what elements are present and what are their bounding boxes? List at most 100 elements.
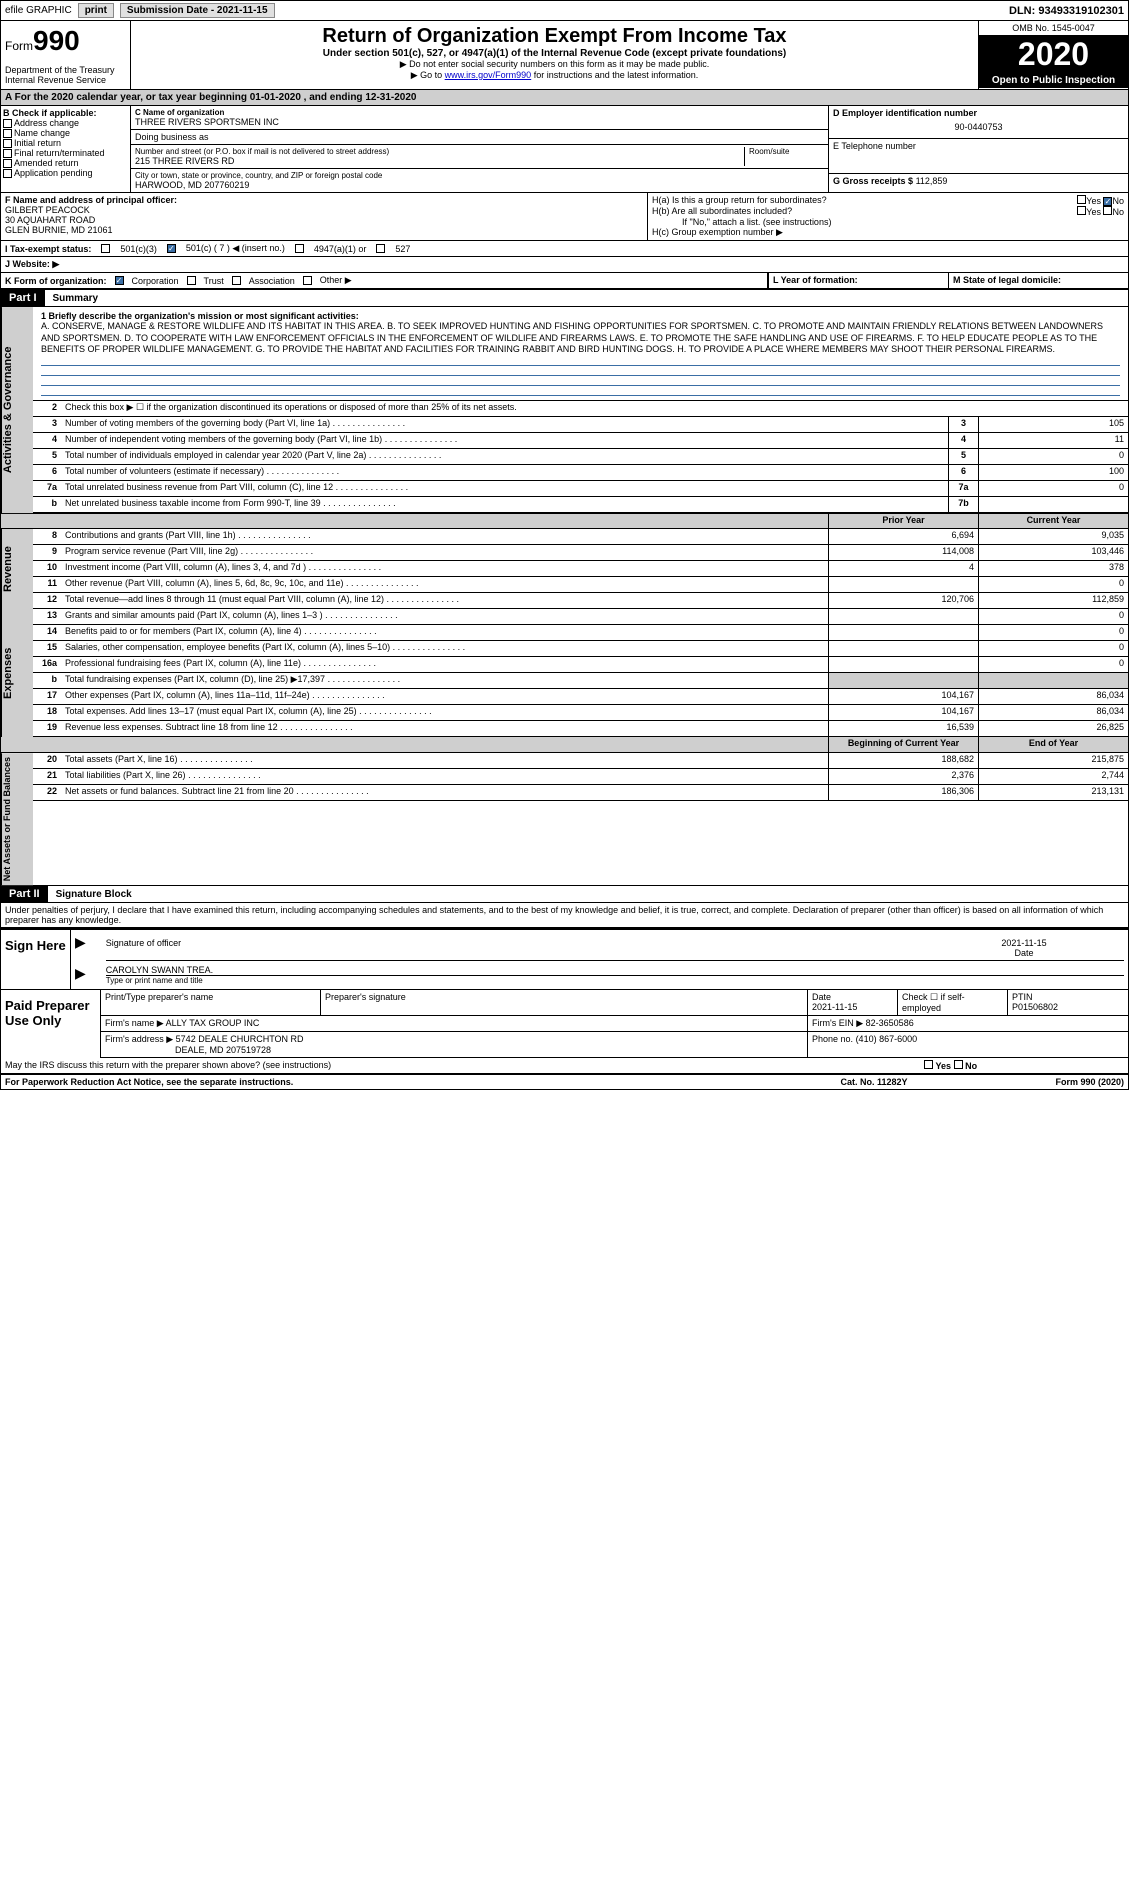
part2-title: Signature Block bbox=[48, 889, 132, 900]
line-box: 7a bbox=[948, 481, 978, 496]
chk-527[interactable] bbox=[376, 244, 385, 253]
addr-label: Number and street (or P.O. box if mail i… bbox=[135, 147, 744, 156]
revenue-header: Prior Year Current Year bbox=[1, 513, 1128, 529]
irs-link[interactable]: www.irs.gov/Form990 bbox=[445, 70, 532, 80]
line-prior: 188,682 bbox=[828, 753, 978, 768]
city: HARWOOD, MD 207760219 bbox=[135, 180, 824, 190]
line-current: 215,875 bbox=[978, 753, 1128, 768]
lbl-other: Other ▶ bbox=[320, 275, 352, 286]
open-public: Open to Public Inspection bbox=[979, 73, 1128, 88]
lbl-final: Final return/terminated bbox=[14, 148, 105, 158]
dln-label: DLN: 93493319102301 bbox=[1009, 5, 1124, 17]
line-row: 19 Revenue less expenses. Subtract line … bbox=[33, 721, 1128, 737]
line-prior: 4 bbox=[828, 561, 978, 576]
current-header: Current Year bbox=[978, 514, 1128, 528]
subtitle: Under section 501(c), 527, or 4947(a)(1)… bbox=[135, 48, 974, 59]
line-desc: Contributions and grants (Part VIII, lin… bbox=[61, 529, 828, 544]
perjury-text: Under penalties of perjury, I declare th… bbox=[1, 903, 1128, 928]
chk-assoc[interactable] bbox=[232, 276, 241, 285]
line-desc: Total number of volunteers (estimate if … bbox=[61, 465, 948, 480]
i-label: I Tax-exempt status: bbox=[5, 244, 91, 254]
line-num: 17 bbox=[33, 689, 61, 704]
activities-section: Activities & Governance 1 Briefly descri… bbox=[1, 307, 1128, 513]
discuss-yes[interactable] bbox=[924, 1060, 933, 1069]
line-num: 15 bbox=[33, 641, 61, 656]
hb-note: If "No," attach a list. (see instruction… bbox=[652, 217, 1124, 227]
chk-corp[interactable]: ✓ bbox=[115, 276, 124, 285]
line-box: 3 bbox=[948, 417, 978, 432]
line-box: 6 bbox=[948, 465, 978, 480]
gross-label: G Gross receipts $ bbox=[833, 176, 913, 186]
form-footer: Form 990 (2020) bbox=[974, 1077, 1124, 1087]
prep-date: 2021-11-15 bbox=[812, 1002, 893, 1012]
chk-pending[interactable] bbox=[3, 169, 12, 178]
form-number-cell: Form990 Department of the Treasury Inter… bbox=[1, 21, 131, 89]
line-current: 0 bbox=[978, 609, 1128, 624]
chk-trust[interactable] bbox=[187, 276, 196, 285]
arrow-icon: ▶ bbox=[75, 934, 86, 965]
lbl-address: Address change bbox=[14, 118, 79, 128]
line-current: 86,034 bbox=[978, 689, 1128, 704]
submission-date-button[interactable]: Submission Date - 2021-11-15 bbox=[120, 3, 275, 18]
section-klm: K Form of organization: ✓Corporation Tru… bbox=[1, 273, 1128, 289]
end-header: End of Year bbox=[978, 737, 1128, 752]
blue-line bbox=[41, 366, 1120, 376]
line-desc: Investment income (Part VIII, column (A)… bbox=[61, 561, 828, 576]
line-row: 12 Total revenue—add lines 8 through 11 … bbox=[33, 593, 1128, 609]
part1-title: Summary bbox=[45, 293, 99, 304]
chk-501c3[interactable] bbox=[101, 244, 110, 253]
print-button[interactable]: print bbox=[78, 3, 114, 18]
discuss-label: May the IRS discuss this return with the… bbox=[5, 1060, 924, 1071]
sig-date: 2021-11-15 bbox=[924, 938, 1124, 948]
lbl-amended: Amended return bbox=[14, 158, 79, 168]
chk-final[interactable] bbox=[3, 149, 12, 158]
line-desc: Program service revenue (Part VIII, line… bbox=[61, 545, 828, 560]
topbar: efile GRAPHIC print Submission Date - 20… bbox=[1, 1, 1128, 21]
prep-date-label: Date bbox=[812, 992, 893, 1002]
line-num: 3 bbox=[33, 417, 61, 432]
discuss-no[interactable] bbox=[954, 1060, 963, 1069]
entity-section: B Check if applicable: Address change Na… bbox=[1, 106, 1128, 193]
line-row: 9 Program service revenue (Part VIII, li… bbox=[33, 545, 1128, 561]
chk-amended[interactable] bbox=[3, 159, 12, 168]
line-row: 5 Total number of individuals employed i… bbox=[33, 449, 1128, 465]
form-label: Form bbox=[5, 39, 33, 53]
website-row: J Website: ▶ bbox=[1, 257, 1128, 273]
part1-label: Part I bbox=[1, 290, 45, 306]
line-desc: Salaries, other compensation, employee b… bbox=[61, 641, 828, 656]
line-current: 112,859 bbox=[978, 593, 1128, 608]
arrow-icon: ▶ bbox=[75, 965, 86, 985]
line-current: 0 bbox=[978, 657, 1128, 672]
lbl-501c3: 501(c)(3) bbox=[120, 244, 157, 254]
chk-name[interactable] bbox=[3, 129, 12, 138]
chk-address[interactable] bbox=[3, 119, 12, 128]
netassets-section: Net Assets or Fund Balances 20 Total ass… bbox=[1, 753, 1128, 885]
no-lbl2: No bbox=[1112, 207, 1124, 217]
section-b-label: B Check if applicable: bbox=[3, 108, 128, 118]
line-num: 10 bbox=[33, 561, 61, 576]
instr2-pre: ▶ Go to bbox=[411, 70, 445, 80]
ha-yes[interactable] bbox=[1077, 195, 1086, 204]
line-box: 5 bbox=[948, 449, 978, 464]
prep-ptin: P01506802 bbox=[1012, 1002, 1124, 1012]
section-h: H(a) Is this a group return for subordin… bbox=[648, 193, 1128, 240]
chk-4947[interactable] bbox=[295, 244, 304, 253]
chk-501c[interactable]: ✓ bbox=[167, 244, 176, 253]
line-val bbox=[978, 497, 1128, 512]
line-prior bbox=[828, 609, 978, 624]
year-box: OMB No. 1545-0047 2020 Open to Public In… bbox=[978, 21, 1128, 89]
line-val: 0 bbox=[978, 449, 1128, 464]
line-row: 20 Total assets (Part X, line 16) 188,68… bbox=[33, 753, 1128, 769]
firm-name: ALLY TAX GROUP INC bbox=[166, 1018, 260, 1028]
mission-text: A. CONSERVE, MANAGE & RESTORE WILDLIFE A… bbox=[41, 321, 1120, 356]
title-cell: Return of Organization Exempt From Incom… bbox=[131, 21, 978, 89]
hb-yes[interactable] bbox=[1077, 206, 1086, 215]
f-addr1: 30 AQUAHART ROAD bbox=[5, 215, 643, 225]
line-row: 8 Contributions and grants (Part VIII, l… bbox=[33, 529, 1128, 545]
line-num: 13 bbox=[33, 609, 61, 624]
chk-initial[interactable] bbox=[3, 139, 12, 148]
mission-label: 1 Briefly describe the organization's mi… bbox=[41, 311, 1120, 321]
line-row: 7a Total unrelated business revenue from… bbox=[33, 481, 1128, 497]
chk-other[interactable] bbox=[303, 276, 312, 285]
f-name: GILBERT PEACOCK bbox=[5, 205, 643, 215]
